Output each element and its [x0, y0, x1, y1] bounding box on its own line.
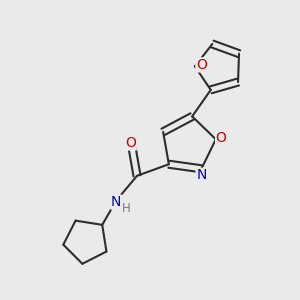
Text: H: H [122, 202, 131, 215]
Text: O: O [125, 136, 136, 150]
Text: N: N [196, 168, 207, 182]
Text: O: O [216, 131, 226, 145]
Text: N: N [111, 195, 122, 209]
Text: O: O [196, 58, 207, 72]
